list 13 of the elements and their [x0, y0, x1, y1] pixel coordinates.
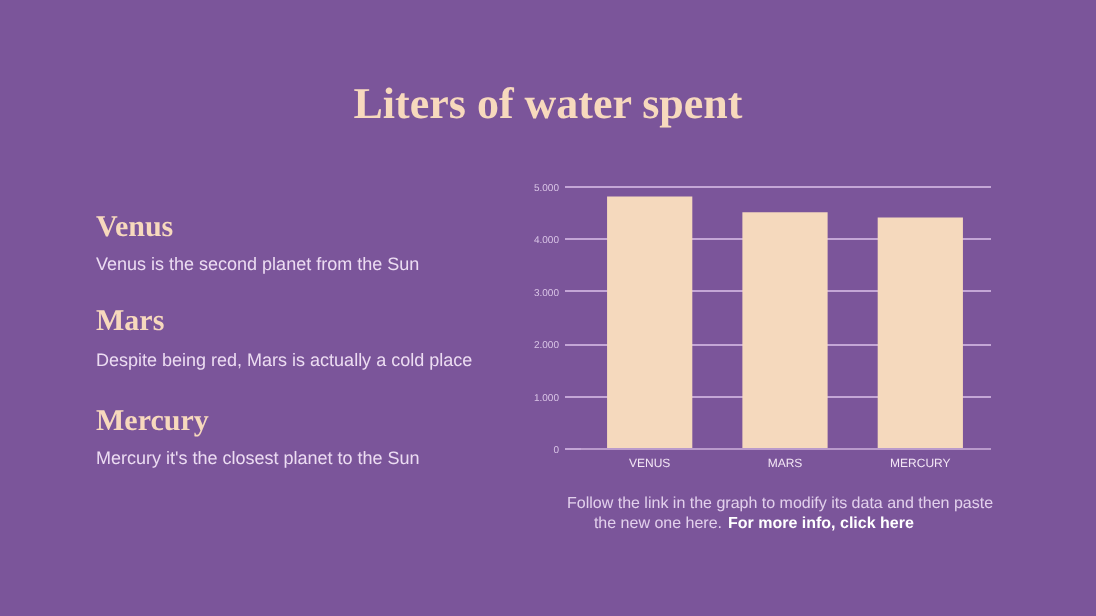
text: Mars: [96, 306, 165, 338]
bar: [607, 196, 693, 448]
chart-title: Liters of water spent: [353, 78, 744, 128]
text: Follow the link in the graph to modify its data and then paste: [566, 494, 995, 512]
text: Mercury: [96, 406, 210, 438]
text: Venus is the second planet from the Sun: [96, 254, 420, 274]
text: the new one here.: [593, 514, 722, 532]
text: Despite being red, Mars is actually a cold place: [96, 350, 473, 370]
bar: [877, 217, 963, 448]
bar: [742, 212, 828, 448]
text: Mercury it's the closest planet to the Sun: [96, 448, 420, 468]
text: For more info, click here: [728, 514, 915, 532]
text: Venus: [96, 212, 174, 244]
